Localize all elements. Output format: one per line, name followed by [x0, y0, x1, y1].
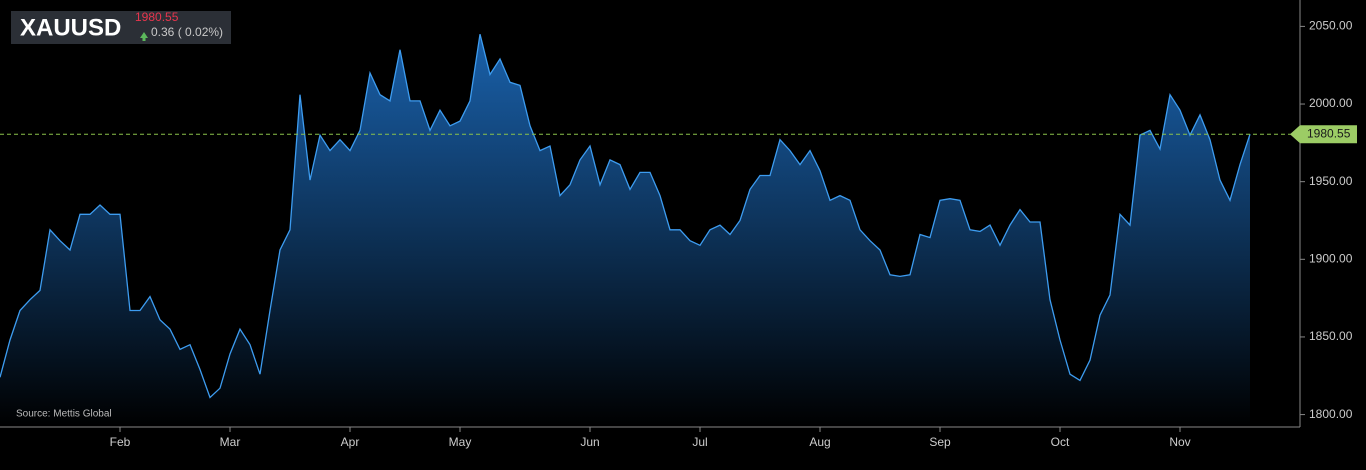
y-tick-label: 2000.00 [1309, 96, 1353, 110]
source: Source: Mettis Global [16, 409, 112, 420]
y-tick-label: 1800.00 [1309, 407, 1353, 421]
x-tick-label: Sep [929, 435, 951, 449]
last-price-tag [1290, 125, 1357, 144]
x-tick-label: Oct [1051, 435, 1070, 449]
y-tick-label: 1900.00 [1309, 251, 1353, 265]
x-tick-label: Apr [341, 435, 360, 449]
area-fill [0, 34, 1250, 427]
x-tick-label: Jul [692, 435, 707, 449]
x-tick-label: Jun [580, 435, 599, 449]
x-tick-label: Feb [110, 435, 131, 449]
symbol: XAUUSD [20, 14, 121, 41]
y-tick-label: 2050.00 [1309, 19, 1353, 33]
price-line [0, 34, 1251, 399]
price: 1980.55 [135, 10, 179, 24]
plot [0, 34, 1251, 427]
x-tick-label: May [449, 435, 472, 449]
up-arrow [140, 32, 148, 41]
x-tick-label: Aug [809, 435, 830, 449]
last-price-label: 1980.55 [1307, 126, 1351, 140]
x-tick-label: Mar [220, 435, 241, 449]
x-tick-label: Nov [1169, 435, 1190, 449]
y-tick-label: 1850.00 [1309, 329, 1353, 343]
change: 0.36 ( 0.02%) [151, 25, 223, 39]
header-box [11, 11, 231, 44]
y-tick-label: 1950.00 [1309, 174, 1353, 188]
